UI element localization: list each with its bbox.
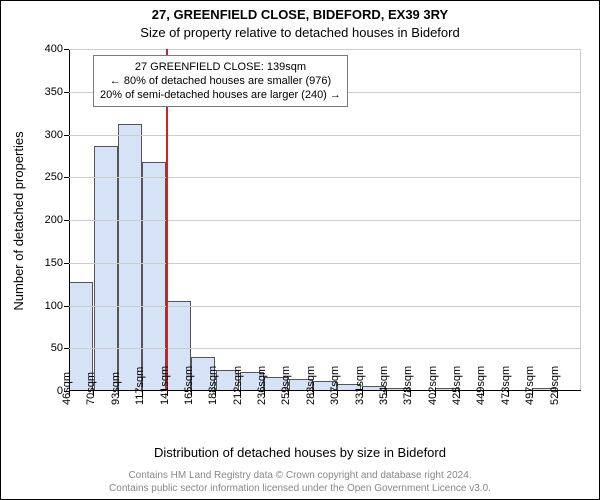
ytick-label: 250 <box>33 171 63 183</box>
annotation-line-2: ← 80% of detached houses are smaller (97… <box>100 74 341 88</box>
ytick-label: 100 <box>33 300 63 312</box>
bar <box>94 146 118 391</box>
footer: Contains HM Land Registry data © Crown c… <box>1 469 599 495</box>
ytick-mark <box>64 348 69 349</box>
ytick-mark <box>64 49 69 50</box>
footer-line-1: Contains HM Land Registry data © Crown c… <box>1 469 599 482</box>
ytick-mark <box>64 177 69 178</box>
ytick-mark <box>64 220 69 221</box>
x-axis-label: Distribution of detached houses by size … <box>1 445 599 460</box>
footer-line-2: Contains public sector information licen… <box>1 482 599 495</box>
gridline <box>69 306 581 307</box>
bar <box>118 124 142 391</box>
page-title: 27, GREENFIELD CLOSE, BIDEFORD, EX39 3RY <box>1 7 599 22</box>
bar <box>142 162 166 391</box>
ytick-label: 0 <box>33 385 63 397</box>
annotation-box: 27 GREENFIELD CLOSE: 139sqm ← 80% of det… <box>93 55 348 107</box>
ytick-label: 300 <box>33 129 63 141</box>
ytick-label: 400 <box>33 43 63 55</box>
ytick-mark <box>64 92 69 93</box>
annotation-line-3: 20% of semi-detached houses are larger (… <box>100 88 341 102</box>
ytick-mark <box>64 306 69 307</box>
ytick-label: 200 <box>33 214 63 226</box>
gridline <box>69 135 581 136</box>
gridline <box>69 49 581 50</box>
y-axis-label: Number of detached properties <box>11 42 26 221</box>
gridline <box>69 220 581 221</box>
ytick-label: 150 <box>33 257 63 269</box>
ytick-mark <box>64 135 69 136</box>
ytick-mark <box>64 263 69 264</box>
annotation-line-1: 27 GREENFIELD CLOSE: 139sqm <box>100 60 341 74</box>
gridline <box>69 263 581 264</box>
ytick-label: 350 <box>33 86 63 98</box>
gridline <box>69 177 581 178</box>
ytick-label: 50 <box>33 342 63 354</box>
gridline <box>69 348 581 349</box>
chart-subtitle: Size of property relative to detached ho… <box>1 25 599 40</box>
